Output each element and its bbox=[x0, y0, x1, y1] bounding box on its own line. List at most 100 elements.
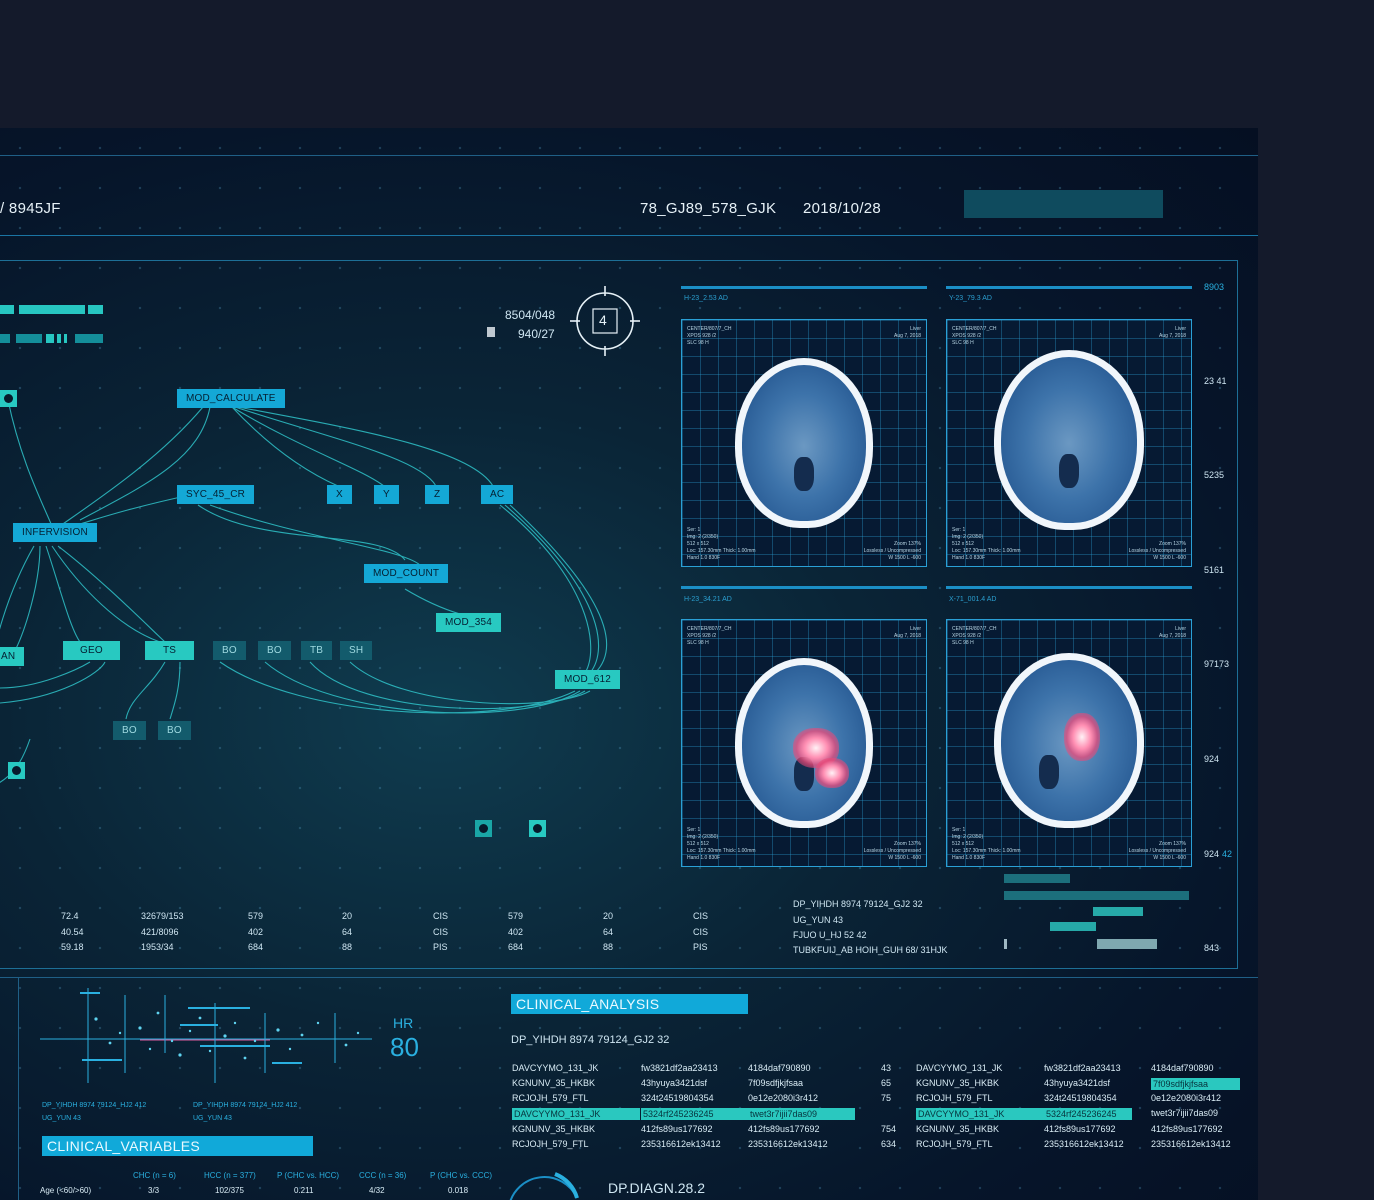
stat-cell: 88 bbox=[342, 942, 353, 952]
node-infervision[interactable]: INFERVISION bbox=[13, 523, 97, 542]
section-divider bbox=[18, 977, 19, 1200]
graph-port-icon[interactable] bbox=[475, 820, 492, 837]
node-tb[interactable]: TB bbox=[301, 641, 333, 660]
histogram-bar bbox=[1097, 939, 1157, 949]
stat-cell: 1953/34 bbox=[141, 942, 174, 952]
stat-cell: 72.4 bbox=[61, 911, 79, 921]
scan-rule bbox=[681, 286, 927, 289]
axis-value: 23 41 bbox=[1204, 376, 1227, 386]
table-cell: 0.211 bbox=[294, 1186, 314, 1195]
histogram-bar bbox=[1004, 939, 1007, 949]
scan-title: H-23_2.53 AD bbox=[684, 295, 728, 302]
graph-port-icon[interactable] bbox=[529, 820, 546, 837]
stat-cell: 88 bbox=[603, 942, 614, 952]
ct-scan-3[interactable]: CENTER/807/7_CH XPOS 928 /2 SLC 98 H Liv… bbox=[681, 619, 927, 867]
indicator-bar bbox=[46, 334, 54, 343]
ct-scan-2[interactable]: CENTER/807/7_CH XPOS 928 /2 SLC 98 H Liv… bbox=[946, 319, 1192, 567]
progress-ring-icon bbox=[509, 1172, 579, 1200]
node-bo[interactable]: BO bbox=[213, 641, 246, 660]
node-bo[interactable]: BO bbox=[158, 721, 191, 740]
stat-cell: CIS bbox=[693, 911, 709, 921]
node-bo[interactable]: BO bbox=[258, 641, 291, 660]
node-ac[interactable]: AC bbox=[481, 485, 514, 504]
header-divider bbox=[0, 235, 1258, 236]
axis-value: 97173 bbox=[1204, 659, 1230, 669]
patient-info-line: FJUO U_HJ 52 42 bbox=[793, 930, 867, 940]
node-sh[interactable]: SH bbox=[340, 641, 373, 660]
analysis-cell: 412fs89us177692 bbox=[1151, 1124, 1223, 1134]
analysis-cell: 4184daf790890 bbox=[748, 1063, 811, 1073]
ct-scan-1[interactable]: CENTER/807/7_CH XPOS 928 /2 SLC 98 H Liv… bbox=[681, 319, 927, 567]
record-id: / 8945JF bbox=[0, 200, 61, 217]
histogram-bar bbox=[1050, 922, 1096, 931]
brain-slice-image bbox=[994, 350, 1144, 530]
node-mod-calculate[interactable]: MOD_CALCULATE bbox=[177, 389, 285, 408]
node-an[interactable]: AN bbox=[0, 647, 25, 666]
indicator-bar bbox=[16, 334, 42, 343]
row-label: Age (<60/>60) bbox=[40, 1186, 92, 1195]
patient-info-line: TUBKFUIJ_AB HOIH_GUH 68/ 31HJK bbox=[793, 945, 948, 955]
node-x[interactable]: X bbox=[327, 485, 352, 504]
axis-value: 8903 bbox=[1204, 282, 1225, 292]
node-mod-count[interactable]: MOD_COUNT bbox=[364, 564, 449, 583]
graph-port-icon[interactable] bbox=[0, 390, 17, 407]
indicator-bar bbox=[0, 305, 14, 314]
stat-cell: CIS bbox=[433, 927, 449, 937]
axis-value: 843 bbox=[1204, 943, 1220, 953]
histogram-bar bbox=[1004, 874, 1070, 883]
stat-cell: CIS bbox=[693, 927, 709, 937]
readout-line-2: 940/27 bbox=[518, 327, 555, 341]
dashboard-panel: / 8945JF 78_GJ89_578_GJK 2018/10/28 bbox=[0, 128, 1258, 1200]
chart-caption: UG_YUN 43 bbox=[193, 1115, 232, 1122]
stat-cell: 64 bbox=[603, 927, 614, 937]
node-y[interactable]: Y bbox=[374, 485, 399, 504]
node-z[interactable]: Z bbox=[425, 485, 450, 504]
analysis-cell: 43hyuya3421dsf bbox=[1044, 1078, 1111, 1088]
header-action-button[interactable] bbox=[964, 190, 1163, 218]
analysis-cell: 412fs89us177692 bbox=[748, 1124, 820, 1134]
chart-caption: DP_YIHDH 8974 79124_HJ2 412 bbox=[193, 1102, 298, 1109]
analysis-cell: 65 bbox=[881, 1078, 892, 1088]
chart-caption: DP_YIHDH 8974 79124_HJ2 412 bbox=[42, 1102, 147, 1109]
node-geo[interactable]: GEO bbox=[63, 641, 120, 660]
scan-rule bbox=[681, 586, 927, 589]
analysis-cell: 5324rf245236245 bbox=[1044, 1108, 1132, 1120]
graph-port-icon[interactable] bbox=[8, 762, 25, 779]
stat-cell: 59.18 bbox=[61, 942, 84, 952]
indicator-bar bbox=[0, 334, 10, 343]
readout-line-1: 8504/048 bbox=[505, 308, 556, 322]
analysis-cell: KGNUNV_35_HKBK bbox=[512, 1124, 596, 1134]
analysis-cell: 43hyuya3421dsf bbox=[641, 1078, 708, 1088]
analysis-cell: RCJOJH_579_FTL bbox=[916, 1139, 993, 1149]
stat-cell: 579 bbox=[508, 911, 524, 921]
node-mod-612[interactable]: MOD_612 bbox=[555, 670, 620, 689]
analysis-cell: fw3821df2aa23413 bbox=[641, 1063, 718, 1073]
graph-links bbox=[0, 399, 608, 783]
analysis-cell: 4184daf790890 bbox=[1151, 1063, 1214, 1073]
ct-scan-4[interactable]: CENTER/807/7_CH XPOS 928 /2 SLC 98 H Liv… bbox=[946, 619, 1192, 867]
axis-value: 924 bbox=[1204, 849, 1220, 859]
analysis-cell: 0e12e2080i3r412 bbox=[1151, 1093, 1222, 1103]
scan-title: H-23_34.21 AD bbox=[684, 596, 732, 603]
analysis-cell: 43 bbox=[881, 1063, 892, 1073]
target-value: 4 bbox=[599, 312, 607, 328]
analysis-cell: 235316612ek13412 bbox=[1044, 1139, 1124, 1149]
analysis-cell: 754 bbox=[881, 1124, 897, 1134]
main-frame bbox=[0, 260, 1238, 969]
node-bo[interactable]: BO bbox=[113, 721, 146, 740]
node-syc-45-cr[interactable]: SYC_45_CR bbox=[177, 485, 255, 504]
column-header: P (CHC vs. CCC) bbox=[430, 1171, 493, 1180]
brain-slice-image bbox=[994, 653, 1144, 828]
stat-cell: 402 bbox=[508, 927, 524, 937]
node-mod-354[interactable]: MOD_354 bbox=[436, 613, 501, 632]
node-ts[interactable]: TS bbox=[145, 641, 195, 660]
clinical-analysis-title: CLINICAL_ANALYSIS bbox=[511, 994, 748, 1014]
analysis-cell: DAVCYYMO_131_JK bbox=[512, 1108, 640, 1120]
chart-caption: UG_YUN 43 bbox=[42, 1115, 81, 1122]
patient-info-line: UG_YUN 43 bbox=[793, 915, 844, 925]
clinical-analysis-subtitle: DP_YIHDH 8974 79124_GJ2 32 bbox=[511, 1034, 670, 1046]
analysis-cell: twet3r7ijii7das09 bbox=[1151, 1108, 1219, 1118]
axis-value: 924 bbox=[1204, 754, 1220, 764]
brain-slice-image bbox=[735, 358, 873, 528]
readout-marker bbox=[487, 327, 495, 337]
